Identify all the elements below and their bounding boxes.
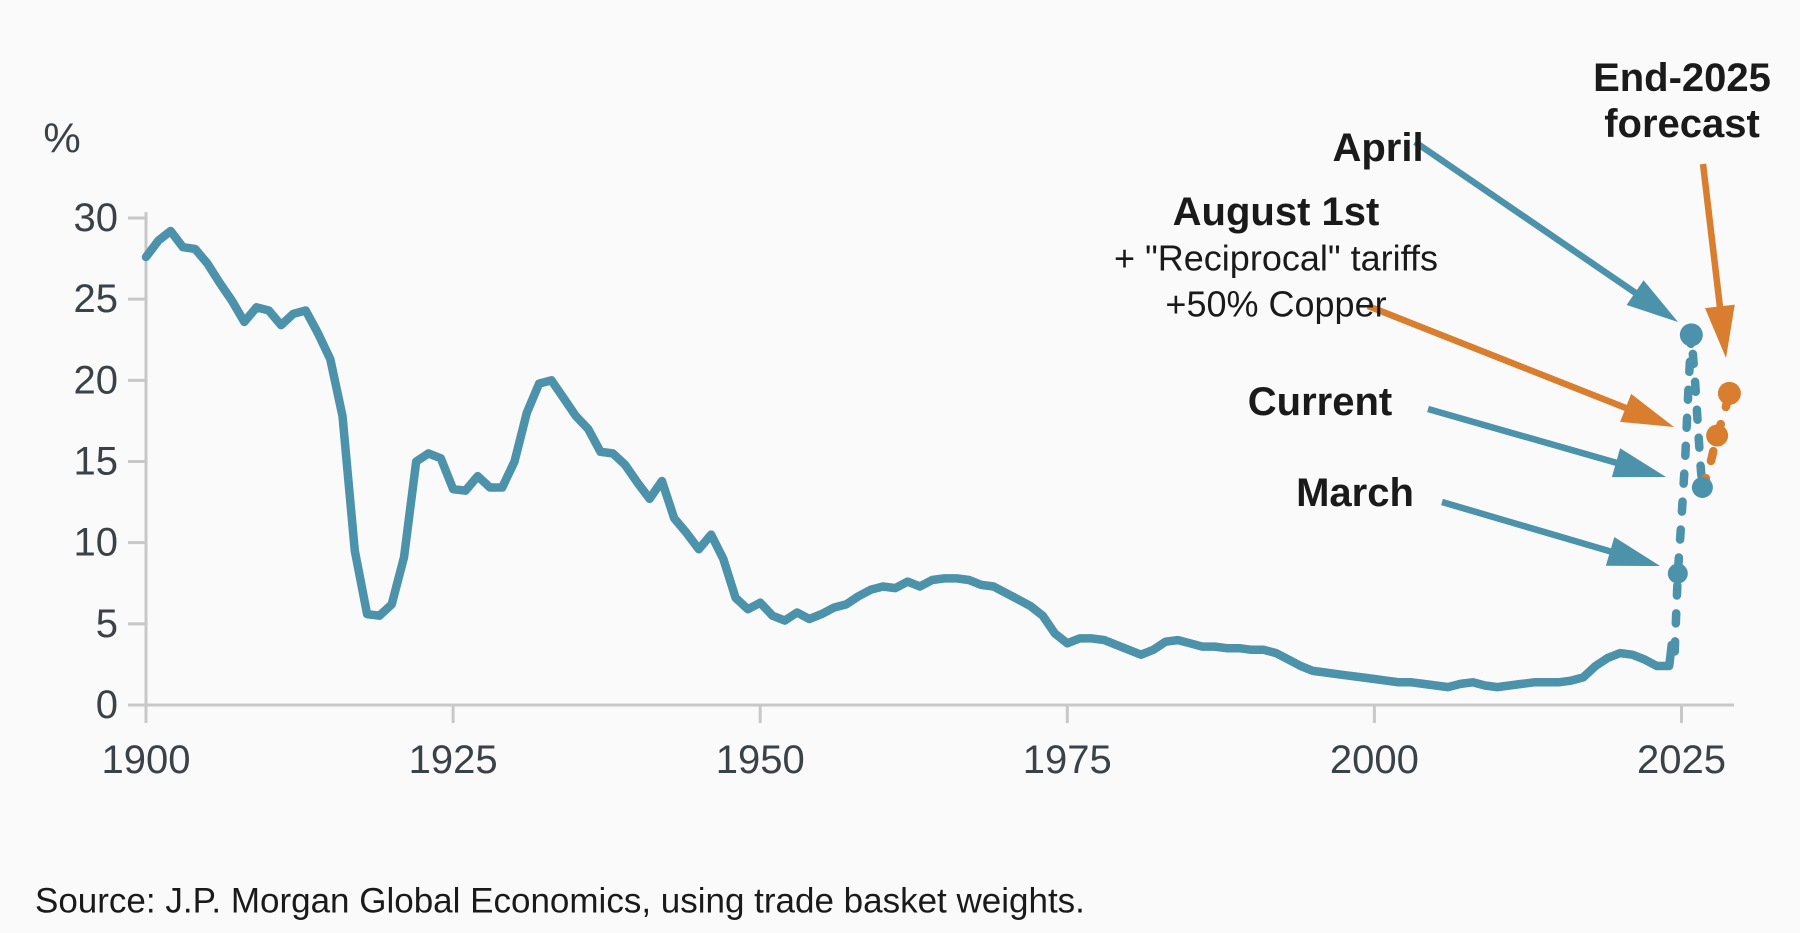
x-tick-label-2025: 2025 xyxy=(1637,738,1726,782)
annotation-august-1st-label-line-1: August 1st xyxy=(1173,190,1380,234)
annotation-august-1st-arrow-head xyxy=(1620,393,1674,427)
x-tick-label-2000: 2000 xyxy=(1330,738,1419,782)
annotation-april-arrow-head xyxy=(1626,280,1678,322)
annotation-march-arrow-head xyxy=(1605,536,1660,566)
annotation-end-2025-forecast-arrow-shaft xyxy=(1699,163,1726,330)
annotation-end-2025-forecast-arrow-head xyxy=(1704,304,1735,358)
annotation-august-1st-arrow-shaft xyxy=(1366,302,1649,420)
annotation-current-arrow-head xyxy=(1611,448,1666,478)
y-tick-label-20: 20 xyxy=(74,358,119,402)
annotation-april-label-line-1: April xyxy=(1332,126,1423,170)
x-tick-label-1975: 1975 xyxy=(1023,738,1112,782)
y-axis-unit-label: % xyxy=(43,115,80,162)
x-tick-label-1925: 1925 xyxy=(409,738,498,782)
annotation-end-2025-forecast-label-line-1: End-2025 xyxy=(1593,56,1771,100)
annotation-august-1st-label-line-3: +50% Copper xyxy=(1165,284,1386,325)
annotation-march-label-line-1: March xyxy=(1296,471,1414,515)
annotation-end-2025-forecast-label-line-2: forecast xyxy=(1604,102,1760,146)
data-point-march xyxy=(1667,563,1688,584)
data-point-april xyxy=(1679,323,1703,347)
series-us-average-tariff-rate-historical xyxy=(141,226,1679,692)
y-tick-label-5: 5 xyxy=(96,602,118,646)
y-tick-label-30: 30 xyxy=(74,196,119,240)
annotation-march-arrow-shaft xyxy=(1441,498,1634,562)
series-2025-tariff-path-announced xyxy=(1670,330,1707,656)
x-tick-label-1900: 1900 xyxy=(102,738,191,782)
data-point-august-1st xyxy=(1706,424,1729,447)
annotation-current-arrow-shaft xyxy=(1427,405,1640,473)
annotation-current-label-line-1: Current xyxy=(1248,380,1392,424)
annotation-august-1st-label-line-2: + "Reciprocal" tariffs xyxy=(1114,238,1438,279)
y-tick-label-0: 0 xyxy=(96,683,118,727)
y-tick-label-10: 10 xyxy=(74,521,119,565)
y-tick-label-25: 25 xyxy=(74,277,119,321)
data-point-end-2025-forecast xyxy=(1717,381,1741,405)
x-tick-label-1950: 1950 xyxy=(716,738,805,782)
annotation-april-arrow-shaft xyxy=(1413,139,1657,309)
data-point-current xyxy=(1691,476,1713,498)
y-tick-label-15: 15 xyxy=(74,440,119,484)
source-note: Source: J.P. Morgan Global Economics, us… xyxy=(35,882,1085,921)
